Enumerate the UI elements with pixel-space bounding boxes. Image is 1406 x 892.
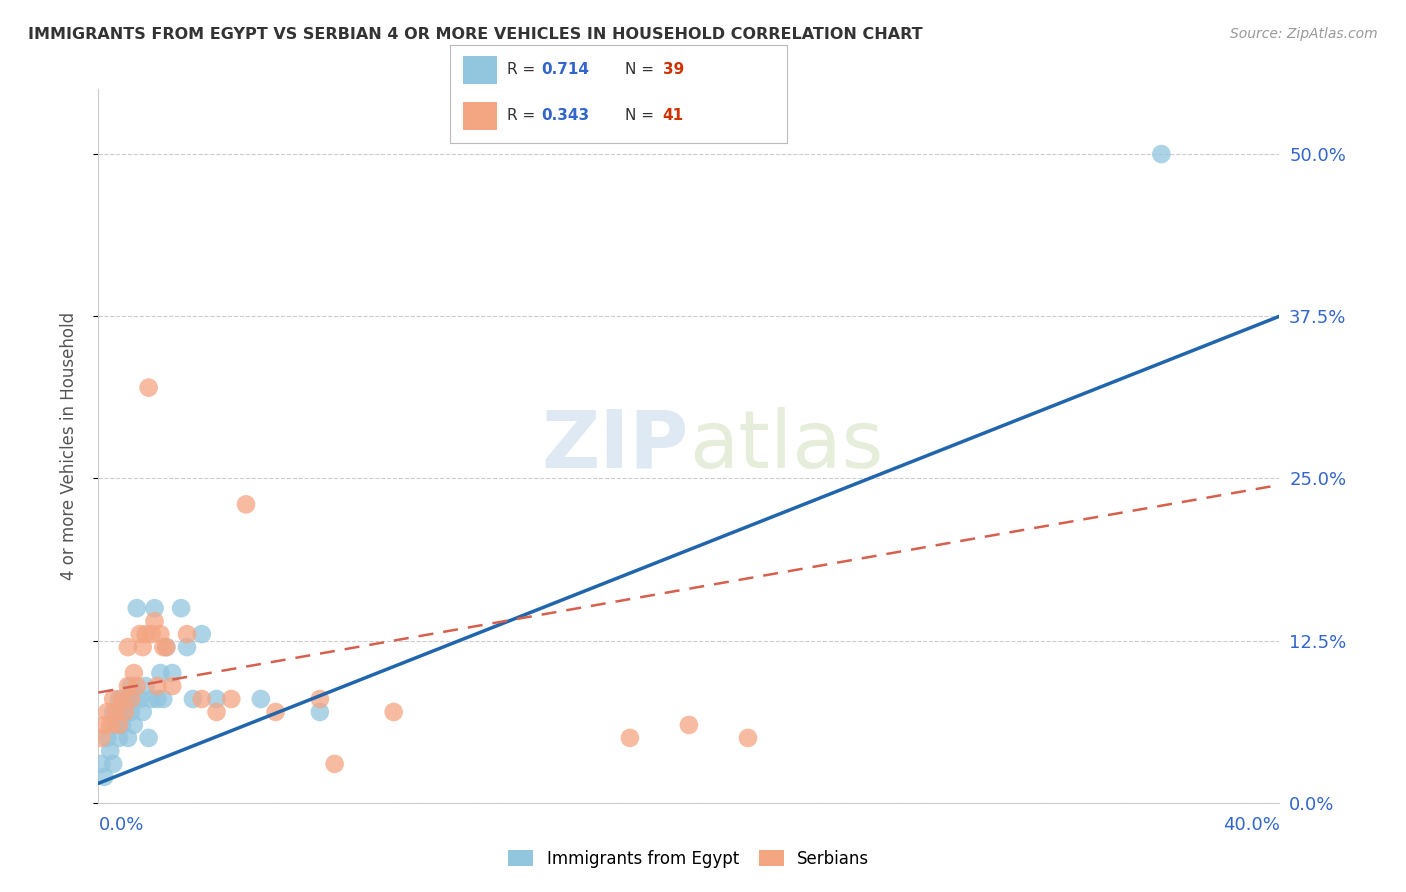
Point [90, 756, 112, 771]
Point [93, 718, 115, 732]
Point [105, 718, 128, 732]
Point [162, 666, 183, 681]
Point [125, 601, 148, 615]
Point [191, 692, 214, 706]
Point [98, 718, 121, 732]
Point [205, 705, 228, 719]
Point [108, 731, 131, 745]
Point [176, 627, 198, 641]
Point [143, 614, 166, 628]
Point [132, 640, 155, 654]
Point [176, 640, 198, 654]
Text: 0.343: 0.343 [541, 108, 589, 123]
Bar [464, 103, 498, 130]
Point [120, 692, 142, 706]
Point [149, 627, 172, 641]
Text: R =: R = [508, 108, 540, 123]
Point [117, 692, 139, 706]
Point [146, 692, 169, 706]
Point [122, 718, 145, 732]
Point [120, 679, 142, 693]
Point [737, 731, 759, 745]
Point [619, 731, 641, 745]
Point [96, 705, 118, 719]
Text: N =: N = [626, 108, 659, 123]
Point [93, 770, 115, 784]
Point [382, 705, 405, 719]
Point [149, 666, 172, 681]
Point [309, 692, 332, 706]
Text: Source: ZipAtlas.com: Source: ZipAtlas.com [1230, 27, 1378, 41]
Point [108, 692, 131, 706]
Point [122, 666, 145, 681]
Point [114, 705, 136, 719]
Text: 0.714: 0.714 [541, 62, 589, 77]
Point [105, 705, 128, 719]
Point [98, 744, 121, 758]
Point [103, 756, 125, 771]
Point [264, 705, 287, 719]
Point [152, 640, 174, 654]
Text: 39: 39 [662, 62, 683, 77]
Point [309, 705, 332, 719]
Point [250, 692, 273, 706]
Text: 0.0%: 0.0% [98, 816, 143, 834]
Text: 40.0%: 40.0% [1223, 816, 1279, 834]
Point [96, 731, 118, 745]
Text: N =: N = [626, 62, 659, 77]
Text: ZIP: ZIP [541, 407, 689, 485]
Point [111, 692, 134, 706]
Text: 41: 41 [662, 108, 683, 123]
Point [103, 692, 125, 706]
Point [114, 705, 136, 719]
Point [143, 601, 166, 615]
Point [235, 497, 257, 511]
Point [128, 627, 150, 641]
Point [323, 756, 346, 771]
Point [135, 627, 157, 641]
Y-axis label: 4 or more Vehicles in Household: 4 or more Vehicles in Household [59, 312, 77, 580]
Point [152, 692, 174, 706]
Point [120, 705, 142, 719]
Text: IMMIGRANTS FROM EGYPT VS SERBIAN 4 OR MORE VEHICLES IN HOUSEHOLD CORRELATION CHA: IMMIGRANTS FROM EGYPT VS SERBIAN 4 OR MO… [28, 27, 922, 42]
Point [205, 692, 228, 706]
Point [191, 627, 214, 641]
Text: atlas: atlas [689, 407, 883, 485]
Point [162, 679, 183, 693]
Point [135, 679, 157, 693]
Point [122, 692, 145, 706]
Point [141, 627, 163, 641]
Text: R =: R = [508, 62, 540, 77]
Point [117, 679, 139, 693]
Point [155, 640, 177, 654]
Point [128, 692, 150, 706]
Point [146, 679, 169, 693]
Point [117, 731, 139, 745]
Point [1150, 147, 1173, 161]
Point [155, 640, 177, 654]
Point [170, 601, 193, 615]
Point [221, 692, 243, 706]
Point [141, 692, 163, 706]
Point [125, 679, 148, 693]
Bar [464, 56, 498, 84]
Point [181, 692, 204, 706]
Point [117, 640, 139, 654]
Point [138, 731, 160, 745]
Point [90, 731, 112, 745]
Point [138, 381, 160, 395]
Point [678, 718, 700, 732]
Point [132, 705, 155, 719]
Point [111, 718, 134, 732]
Legend: Immigrants from Egypt, Serbians: Immigrants from Egypt, Serbians [502, 844, 876, 875]
Point [108, 718, 131, 732]
Point [103, 705, 125, 719]
